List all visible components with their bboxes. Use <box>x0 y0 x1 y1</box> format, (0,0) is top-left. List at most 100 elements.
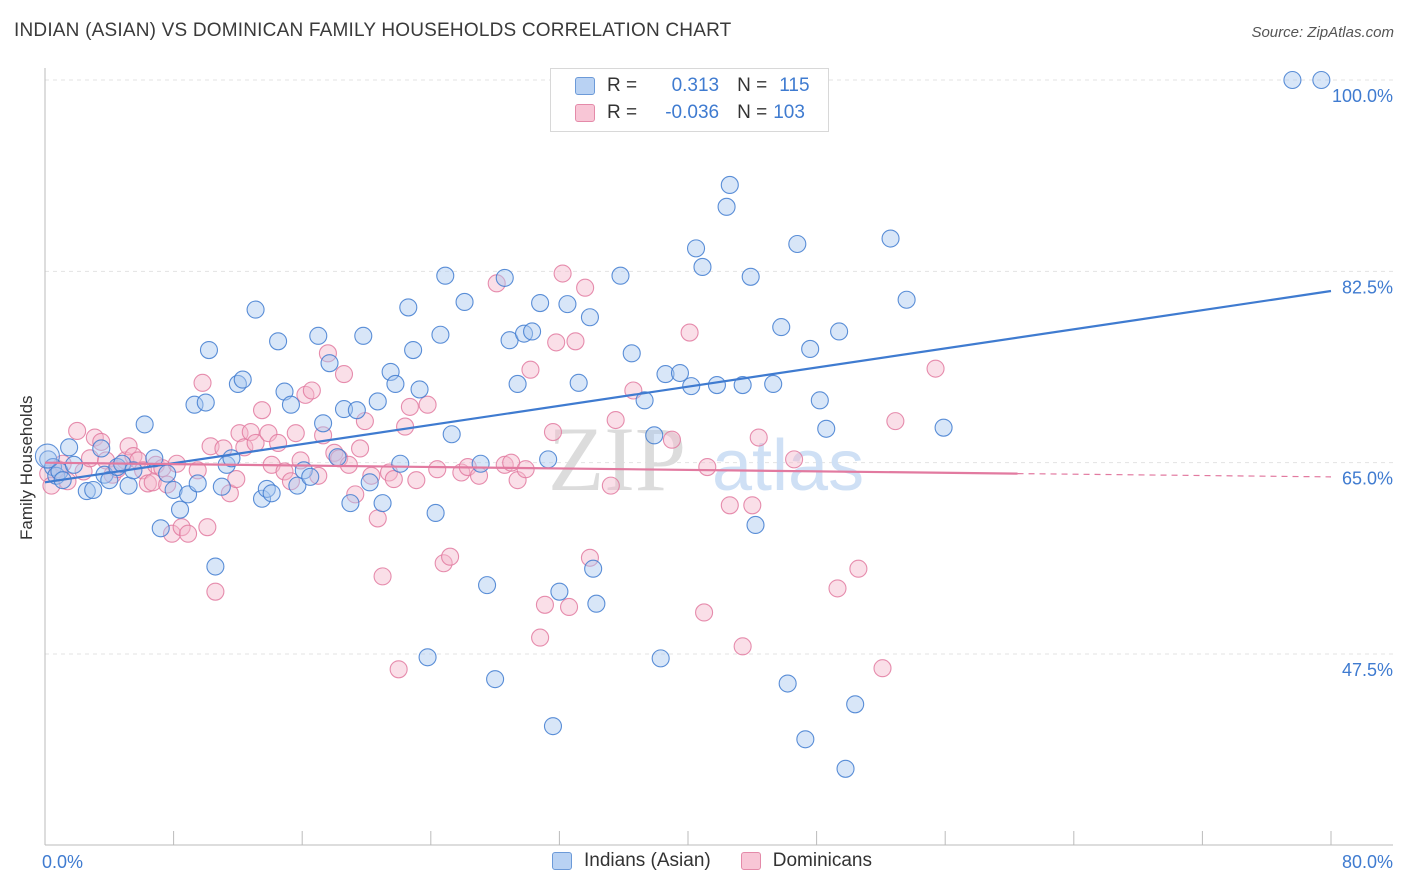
trend-line-indians <box>44 289 1332 484</box>
data-point-indians <box>801 339 820 359</box>
data-point-dominicans <box>162 524 182 543</box>
data-point-dominicans <box>400 397 419 416</box>
data-point-dominicans <box>606 410 625 430</box>
data-point-dominicans <box>206 582 225 601</box>
data-point-indians <box>381 362 400 381</box>
data-point-indians <box>199 341 219 360</box>
legend-swatch-blue <box>552 852 572 870</box>
data-point-indians <box>778 674 797 693</box>
data-point-indians <box>471 454 490 473</box>
data-point-dominicans <box>886 412 905 431</box>
data-point-indians <box>656 365 675 384</box>
data-point-dominicans <box>368 509 387 528</box>
data-point-dominicans <box>849 559 868 578</box>
data-point-indians <box>772 318 791 337</box>
data-point-dominicans <box>535 595 554 614</box>
data-point-indians <box>622 344 641 363</box>
data-point-indians <box>881 229 900 248</box>
series-legend: Indians (Asian) Dominicans <box>552 850 902 872</box>
data-point-indians <box>158 464 177 483</box>
data-point-dominicans <box>172 518 191 537</box>
legend-item-indians: Indians (Asian) <box>552 850 711 872</box>
data-point-indians <box>233 370 252 389</box>
data-point-indians <box>77 482 96 501</box>
legend-n-label: N = <box>737 102 768 123</box>
data-point-indians <box>399 298 418 317</box>
legend-n-value: 115 <box>779 75 810 96</box>
data-point-dominicans <box>68 421 87 441</box>
data-point-indians <box>386 374 405 393</box>
data-point-indians <box>587 594 606 613</box>
data-point-indians <box>1283 70 1302 90</box>
data-point-dominicans <box>92 432 111 451</box>
x-tick-label-min: 0.0% <box>42 852 84 872</box>
watermark-zip: ZIP <box>548 408 686 510</box>
data-point-dominicans <box>179 524 198 543</box>
data-point-indians <box>334 400 354 419</box>
data-point-indians <box>410 380 429 399</box>
data-point-indians <box>788 234 807 254</box>
data-point-indians <box>569 373 588 392</box>
data-point-indians <box>486 670 505 689</box>
data-point-indians <box>212 477 231 496</box>
data-point-dominicans <box>418 395 437 414</box>
data-point-indians <box>164 480 183 500</box>
legend-swatch-pink <box>740 852 761 870</box>
data-point-dominicans <box>434 554 453 573</box>
data-point-indians <box>810 391 829 410</box>
data-point-dominicans <box>441 547 460 566</box>
data-point-indians <box>368 392 387 411</box>
data-point-indians <box>764 374 783 393</box>
legend-row-dominicans: R = -0.036 N = 103 <box>575 100 805 126</box>
data-point-indians <box>707 375 726 395</box>
data-point-dominicans <box>275 462 294 481</box>
data-point-dominicans <box>346 485 365 504</box>
data-point-indians <box>92 439 111 458</box>
data-point-dominicans <box>695 603 714 622</box>
data-point-indians <box>442 425 461 444</box>
data-point-indians <box>495 268 514 287</box>
legend-label-indians: Indians (Asian) <box>584 850 711 871</box>
legend-r-label: R = <box>607 102 638 123</box>
data-point-indians <box>580 308 599 327</box>
stats-legend: R = 0.313 N = 115 R = -0.036 N = 103 <box>550 68 829 132</box>
trend-line-dominicans-extension <box>1017 473 1332 478</box>
data-point-indians <box>196 393 215 412</box>
data-point-dominicans <box>698 457 717 477</box>
data-point-indians <box>558 295 577 314</box>
data-point-indians <box>830 322 849 341</box>
legend-r-value: -0.036 <box>665 102 720 123</box>
data-point-indians <box>741 267 760 286</box>
legend-n-value: 103 <box>773 102 805 123</box>
legend-item-dominicans: Dominicans <box>740 850 872 872</box>
data-point-indians <box>1312 70 1331 90</box>
data-point-indians <box>347 401 366 420</box>
data-point-indians <box>320 354 339 373</box>
data-point-indians <box>373 494 392 513</box>
data-point-dominicans <box>334 365 354 384</box>
data-point-indians <box>846 695 865 714</box>
chart-title: INDIAN (ASIAN) VS DOMINICAN FAMILY HOUSE… <box>14 20 732 41</box>
data-point-indians <box>836 759 855 778</box>
data-point-indians <box>301 467 320 486</box>
data-point-indians <box>64 455 83 474</box>
data-point-indians <box>188 474 207 493</box>
data-point-dominicans <box>828 579 847 598</box>
data-point-dominicans <box>407 471 426 490</box>
data-point-dominicans <box>543 423 563 442</box>
data-point-indians <box>651 649 670 668</box>
data-point-indians <box>170 500 190 519</box>
data-point-indians <box>309 326 328 345</box>
data-point-dominicans <box>193 373 212 392</box>
data-point-indians <box>426 503 445 523</box>
data-point-indians <box>720 175 739 195</box>
data-point-indians <box>262 484 281 503</box>
data-point-indians <box>151 519 170 538</box>
data-point-dominicans <box>286 424 305 443</box>
data-point-indians <box>34 443 60 469</box>
data-point-dominicans <box>873 659 892 678</box>
data-point-dominicans <box>396 417 415 436</box>
data-point-indians <box>354 326 373 345</box>
data-point-indians <box>252 489 272 508</box>
